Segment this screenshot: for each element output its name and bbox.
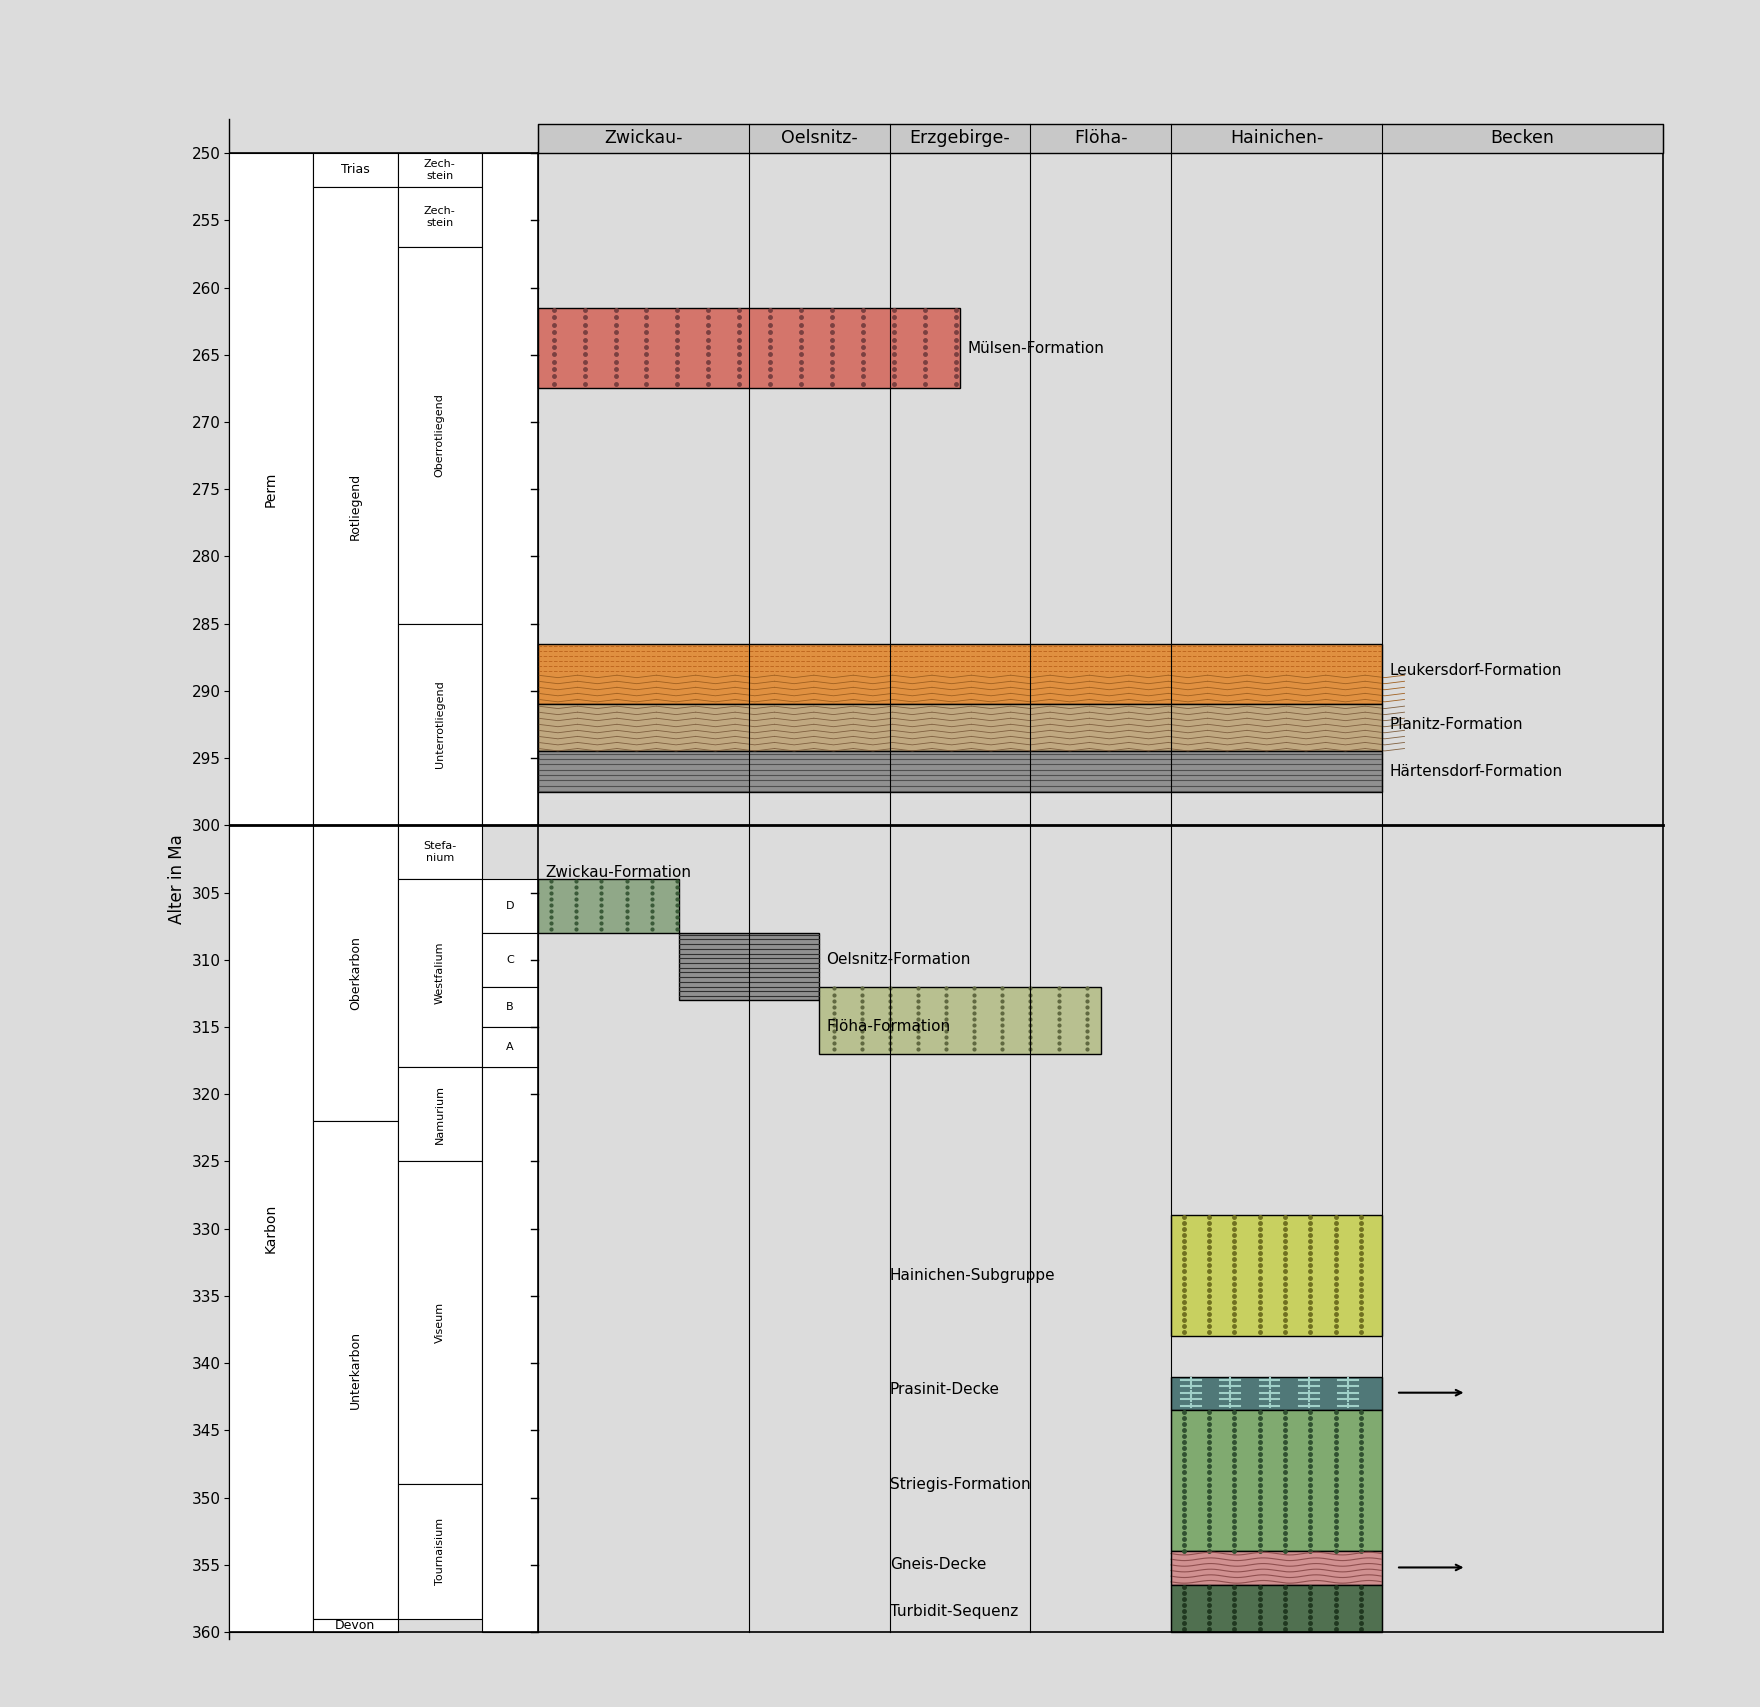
Text: Zech-
stein: Zech- stein	[424, 159, 456, 181]
Text: Oberrotliegend: Oberrotliegend	[435, 394, 445, 478]
Bar	[398, 186, 482, 248]
Bar	[313, 1121, 398, 1618]
Text: Rotliegend: Rotliegend	[348, 473, 363, 539]
Text: Perm: Perm	[264, 471, 278, 507]
Text: B: B	[507, 1002, 514, 1012]
Bar	[539, 705, 1382, 751]
Bar	[398, 824, 482, 879]
Text: Erzgebirge-: Erzgebirge-	[910, 130, 1010, 147]
Text: Stefa-
nium: Stefa- nium	[422, 842, 456, 864]
Text: Flöha-Formation: Flöha-Formation	[827, 1019, 950, 1034]
Text: Devon: Devon	[334, 1618, 375, 1632]
Text: Leukersdorf-Formation: Leukersdorf-Formation	[1389, 664, 1561, 678]
Bar	[482, 1028, 539, 1067]
Text: Becken: Becken	[1491, 130, 1554, 147]
Bar	[679, 934, 820, 1000]
Bar	[539, 123, 1663, 154]
Bar	[539, 879, 679, 934]
Text: Namurium: Namurium	[435, 1086, 445, 1144]
Bar	[482, 987, 539, 1028]
Bar	[482, 154, 539, 824]
Text: Oberkarbon: Oberkarbon	[348, 935, 363, 1011]
Bar	[313, 824, 398, 1121]
Bar	[482, 879, 539, 934]
Text: Turbidit-Sequenz: Turbidit-Sequenz	[891, 1605, 1017, 1620]
Text: Prasinit-Decke: Prasinit-Decke	[891, 1383, 1000, 1398]
Bar	[313, 154, 398, 186]
Text: Zwickau-Formation: Zwickau-Formation	[546, 865, 692, 879]
Bar	[398, 1161, 482, 1483]
Text: Striegis-Formation: Striegis-Formation	[891, 1477, 1030, 1492]
Text: Härtensdorf-Formation: Härtensdorf-Formation	[1389, 765, 1563, 778]
Bar	[229, 154, 313, 824]
Text: Unterrotliegend: Unterrotliegend	[435, 681, 445, 768]
Bar	[539, 644, 1382, 705]
Text: Planitz-Formation: Planitz-Formation	[1389, 717, 1522, 732]
Bar	[398, 623, 482, 824]
Bar	[398, 1067, 482, 1161]
Text: Viseum: Viseum	[435, 1302, 445, 1343]
Bar	[313, 1618, 398, 1632]
Bar	[313, 186, 398, 824]
Bar	[1170, 1215, 1382, 1337]
Bar	[229, 824, 313, 1632]
Bar	[398, 154, 482, 186]
Text: Karbon: Karbon	[264, 1203, 278, 1253]
Text: Mülsen-Formation: Mülsen-Formation	[968, 341, 1104, 355]
Text: D: D	[505, 901, 514, 912]
Text: Hainichen-: Hainichen-	[1230, 130, 1324, 147]
Bar	[398, 1483, 482, 1618]
Text: Zwickau-: Zwickau-	[604, 130, 683, 147]
Bar	[1170, 1410, 1382, 1552]
Text: Gneis-Decke: Gneis-Decke	[891, 1557, 986, 1572]
Bar	[482, 934, 539, 987]
Bar	[398, 879, 482, 1067]
Bar	[539, 751, 1382, 792]
Bar	[1170, 1376, 1382, 1410]
Text: Hainichen-Subgruppe: Hainichen-Subgruppe	[891, 1268, 1056, 1284]
Text: Unterkarbon: Unterkarbon	[348, 1331, 363, 1408]
Text: Trias: Trias	[341, 164, 370, 176]
Bar	[398, 248, 482, 623]
Bar	[1170, 1584, 1382, 1632]
Text: Tournaisium: Tournaisium	[435, 1518, 445, 1584]
Text: Flöha-: Flöha-	[1074, 130, 1128, 147]
Text: Westfalium: Westfalium	[435, 942, 445, 1004]
Bar	[1170, 1552, 1382, 1584]
Bar	[539, 307, 961, 389]
Text: Zech-
stein: Zech- stein	[424, 207, 456, 227]
Text: Oelsnitz-: Oelsnitz-	[781, 130, 857, 147]
Text: Oelsnitz-Formation: Oelsnitz-Formation	[827, 953, 972, 968]
Bar	[482, 1067, 539, 1632]
Bar	[820, 987, 1100, 1053]
Y-axis label: Alter in Ma: Alter in Ma	[169, 835, 187, 923]
Text: A: A	[507, 1043, 514, 1052]
Text: C: C	[507, 954, 514, 964]
